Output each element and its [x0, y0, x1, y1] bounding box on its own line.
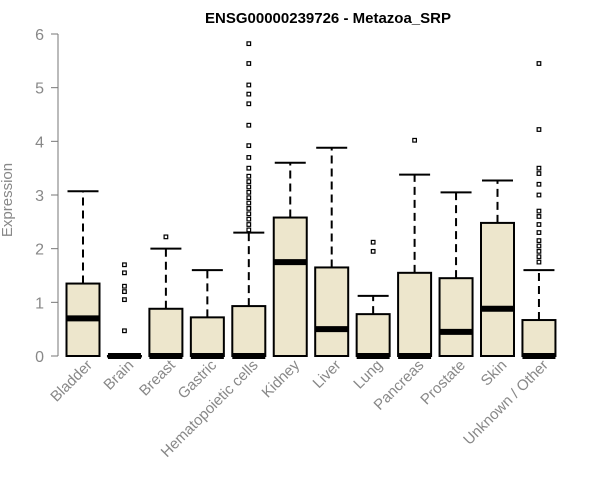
chart-title: ENSG00000239726 - Metazoa_SRP: [205, 10, 451, 27]
outlier-point: [536, 61, 542, 66]
box-brain: [106, 262, 142, 359]
box-breast: [148, 234, 184, 359]
box-rect: [438, 277, 474, 357]
outlier-point: [536, 214, 542, 219]
y-tick-label: 6: [35, 27, 44, 44]
box-rect: [355, 313, 391, 358]
x-tick-label: Lung: [350, 357, 386, 393]
x-tick-label: Breast: [136, 356, 179, 399]
outlier-point: [536, 248, 542, 254]
box-bladder: [65, 190, 101, 357]
outlier-point: [536, 192, 542, 198]
box-rect: [480, 221, 515, 357]
box-hematopoietic-cells: [231, 41, 267, 359]
y-axis: 0 1 2 3 4 5 6: [35, 27, 59, 366]
outlier-point: [536, 243, 542, 249]
outlier-point: [246, 173, 252, 179]
outlier-point: [246, 122, 252, 128]
box-unknown-other: [521, 61, 557, 359]
outlier-point: [246, 200, 252, 206]
outlier-point: [246, 211, 252, 217]
x-tick-label: Liver: [310, 357, 345, 392]
outlier-point: [536, 230, 542, 235]
outlier-point: [246, 61, 252, 66]
outlier-point: [246, 216, 252, 222]
outlier-point: [246, 91, 252, 97]
outlier-point: [122, 297, 127, 303]
box-rect: [148, 307, 184, 358]
box-rect: [314, 266, 350, 358]
outlier-point: [412, 137, 417, 143]
x-tick-label: Bladder: [47, 357, 96, 406]
outlier-point: [536, 127, 542, 132]
y-axis-label: Expression: [0, 163, 16, 237]
y-tick-label: 3: [35, 188, 44, 205]
box-liver: [314, 146, 350, 358]
box-gastric: [189, 269, 225, 359]
outlier-point: [122, 283, 127, 289]
outlier-point: [536, 259, 542, 265]
box-prostate: [438, 191, 474, 357]
box-lung: [355, 239, 391, 359]
outlier-point: [536, 222, 542, 227]
outlier-point: [246, 222, 252, 227]
box-rect: [231, 305, 267, 357]
outlier-point: [370, 248, 376, 254]
outlier-point: [246, 143, 252, 149]
outlier-point: [246, 189, 252, 195]
box-rect: [521, 319, 557, 357]
outlier-point: [246, 155, 252, 160]
outlier-point: [122, 328, 127, 334]
box-rect: [189, 316, 225, 357]
outlier-point: [246, 227, 252, 233]
outlier-point: [246, 82, 252, 88]
outlier-point: [122, 289, 127, 294]
y-tick-label: 0: [35, 349, 44, 366]
outlier-point: [246, 184, 252, 190]
outlier-point: [122, 270, 127, 276]
x-tick-label: Brain: [100, 357, 137, 394]
outlier-point: [246, 165, 252, 171]
outlier-point: [536, 181, 542, 187]
outlier-point: [163, 234, 169, 240]
outlier-point: [536, 238, 542, 244]
y-tick-label: 2: [35, 242, 44, 259]
outlier-point: [246, 41, 252, 47]
outlier-point: [536, 171, 542, 176]
outlier-point: [536, 254, 542, 260]
box-kidney: [272, 161, 308, 357]
boxes-layer: [65, 41, 557, 359]
outlier-point: [122, 262, 127, 268]
box-pancreas: [397, 137, 433, 359]
x-tick-label: Skin: [478, 357, 511, 390]
outlier-point: [246, 101, 252, 107]
box-rect: [397, 271, 433, 358]
y-tick-label: 5: [35, 81, 44, 98]
x-tick-label: Prostate: [417, 357, 469, 409]
outlier-point: [246, 206, 252, 211]
outlier-point: [370, 239, 376, 245]
y-tick-label: 4: [35, 134, 44, 151]
box-skin: [480, 179, 515, 357]
outlier-point: [246, 195, 252, 201]
outlier-point: [536, 165, 542, 171]
outlier-point: [246, 179, 252, 184]
y-tick-label: 1: [35, 295, 44, 312]
outlier-point: [536, 208, 542, 214]
box-rect: [272, 216, 308, 357]
x-tick-label: Kidney: [259, 356, 304, 401]
